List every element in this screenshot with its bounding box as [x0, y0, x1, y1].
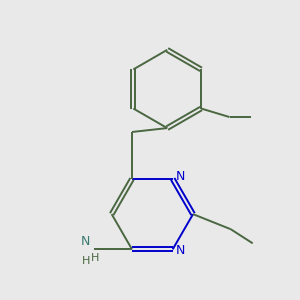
Text: N: N	[176, 170, 185, 183]
Text: N: N	[81, 235, 91, 248]
Text: H: H	[91, 242, 99, 263]
Text: N: N	[176, 244, 185, 256]
Text: H: H	[82, 256, 91, 266]
